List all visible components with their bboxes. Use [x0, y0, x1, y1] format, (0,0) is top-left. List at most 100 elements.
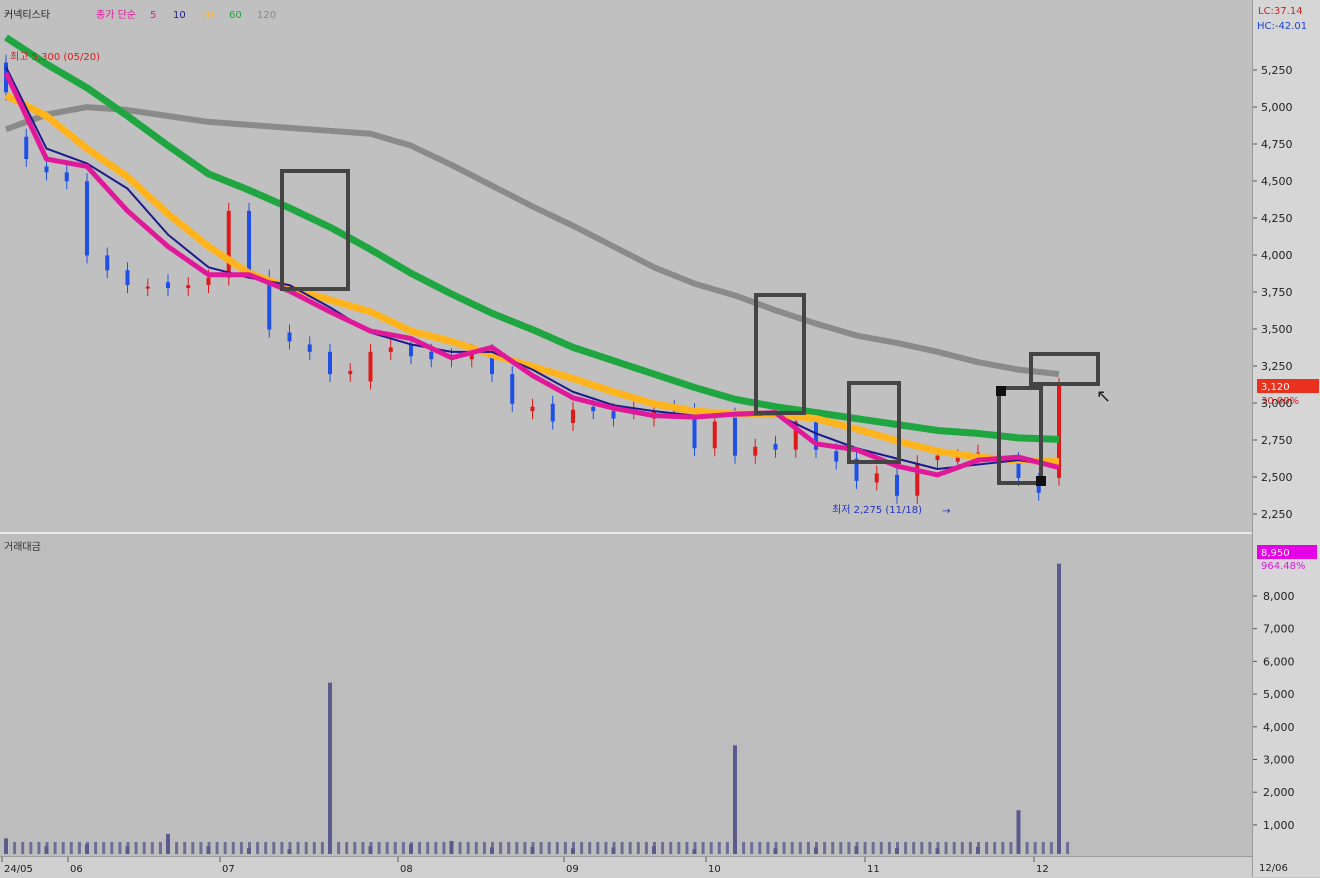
candle-body — [64, 172, 69, 182]
candle-body — [611, 411, 616, 419]
volume-chart: 거래대금 — [4, 541, 1070, 854]
ma-type-label: 종가 단순 — [96, 9, 136, 21]
candle-body — [490, 351, 494, 375]
date-tick: 07 — [222, 864, 235, 875]
lc-readout: LC:37.14 — [1258, 6, 1303, 17]
candle-body — [712, 421, 717, 449]
candle-body — [753, 446, 758, 456]
volume-tick: 6,000 — [1263, 655, 1295, 668]
marker-square — [1036, 476, 1046, 486]
candle-body — [409, 344, 413, 357]
volume-bar — [328, 682, 332, 854]
volume-tick: 1,000 — [1263, 819, 1295, 832]
price-tick: 3,000 — [1261, 397, 1293, 410]
candle-body — [733, 415, 737, 456]
price-tick: 4,750 — [1261, 138, 1293, 151]
candle-body — [125, 270, 130, 286]
price-tick: 5,250 — [1261, 64, 1293, 77]
ma-legend-10: 10 — [173, 10, 186, 21]
ma-legend-60: 60 — [229, 10, 242, 21]
candle-body — [591, 406, 596, 412]
volume-chart-panel[interactable]: 거래대금 — [0, 534, 1252, 856]
highlight-box — [754, 293, 806, 415]
candle-body — [1036, 480, 1041, 493]
candle-body — [44, 166, 49, 173]
price-chart-panel[interactable]: 커넥티스타 종가 단순 5 10 20 60 120 최고 5,300 (05/20) 최저 2… — [0, 0, 1252, 534]
candle-body — [510, 374, 515, 404]
candle-body — [206, 277, 211, 286]
volume-tick: 7,000 — [1263, 623, 1295, 636]
ma-line-60 — [4, 34, 1060, 443]
date-tick: 12 — [1036, 864, 1049, 875]
date-tick: 11 — [867, 864, 880, 875]
candle-body — [24, 136, 29, 159]
date-tick: 08 — [400, 864, 413, 875]
candle-body — [307, 344, 312, 352]
ma-legend-120: 120 — [257, 10, 276, 21]
candle-body — [388, 347, 393, 352]
price-tick: 2,250 — [1261, 508, 1293, 521]
candle-body — [348, 371, 353, 375]
candle-body — [571, 409, 575, 424]
volume-change: 964.48% — [1261, 561, 1306, 572]
volume-panel-title: 거래대금 — [4, 541, 41, 553]
candle-body — [226, 210, 231, 278]
candle-body — [267, 277, 272, 330]
highlight-box — [1029, 352, 1100, 386]
volume-bar — [1016, 810, 1021, 854]
candle-body — [874, 473, 879, 483]
ma-legend-20: 20 — [201, 10, 214, 21]
cursor-icon: ↖ — [1096, 386, 1111, 407]
candle-body — [287, 332, 292, 342]
candle-body — [773, 443, 778, 450]
price-tick: 3,500 — [1261, 323, 1293, 336]
volume-badge: 8,950 964.48% — [1257, 545, 1317, 572]
volume-bar — [1057, 563, 1061, 854]
ma-legend: 커넥티스타 종가 단순 5 10 20 60 120 — [4, 9, 276, 21]
candles — [4, 54, 1061, 504]
price-tick: 4,250 — [1261, 212, 1293, 225]
highlight-box — [280, 169, 350, 291]
candle-body — [368, 351, 373, 382]
date-axis: 24/05 06 07 08 09 10 11 12 — [0, 856, 1252, 878]
price-chart: 커넥티스타 종가 단순 5 10 20 60 120 최고 5,300 (05/20) 최저 2… — [3, 9, 1111, 517]
volume-tick: 8,000 — [1263, 590, 1295, 603]
date-tick: 10 — [708, 864, 721, 875]
volume-value: 8,950 — [1261, 548, 1290, 559]
ma-line-10 — [5, 66, 1060, 471]
price-tick: 5,000 — [1261, 101, 1293, 114]
price-tick: 3,250 — [1261, 360, 1293, 373]
candle-body — [186, 285, 191, 289]
ma-line-120 — [4, 104, 1060, 378]
high-annotation: 최고 5,300 (05/20) — [10, 51, 100, 63]
volume-tick: 3,000 — [1263, 754, 1295, 767]
candle-body — [85, 181, 89, 256]
candle-body — [834, 451, 839, 462]
candle-body — [955, 457, 960, 462]
candle-body — [550, 403, 555, 422]
ma-legend-5: 5 — [150, 10, 156, 21]
candle-body — [915, 463, 920, 496]
current-price-badge: 3,120 30.00% — [1257, 379, 1319, 407]
candle-body — [166, 282, 170, 289]
date-tick: 12/06 — [1259, 863, 1288, 874]
price-tick: 2,500 — [1261, 471, 1293, 484]
highlight-box — [997, 386, 1043, 485]
candle-body — [328, 351, 332, 375]
price-tick: 4,500 — [1261, 175, 1293, 188]
ma-line-20 — [4, 92, 1060, 466]
price-tick: 3,750 — [1261, 286, 1293, 299]
volume-tick: 4,000 — [1263, 721, 1295, 734]
candle-body — [145, 286, 150, 289]
candle-body — [854, 458, 859, 481]
date-tick: 24/05 — [4, 864, 33, 875]
low-annotation: 최저 2,275 (11/18) — [832, 504, 922, 516]
candle-body — [1016, 460, 1021, 478]
candle-body — [530, 406, 535, 412]
highlight-box — [847, 381, 901, 464]
candle-body — [935, 455, 940, 461]
volume-tick: 5,000 — [1263, 688, 1295, 701]
hc-readout: HC:-42.01 — [1257, 21, 1307, 32]
candle-body — [793, 421, 798, 450]
price-tick: 2,750 — [1261, 434, 1293, 447]
